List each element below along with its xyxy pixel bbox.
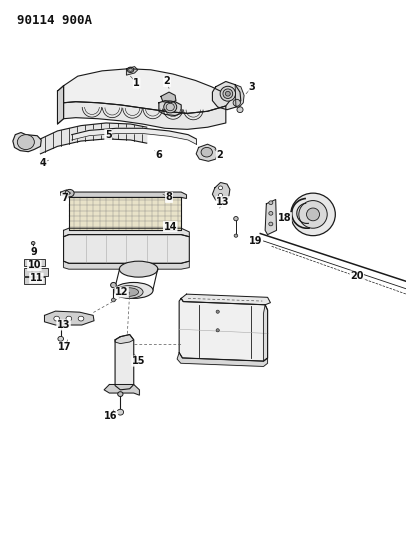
Text: 16: 16 xyxy=(104,411,118,422)
Polygon shape xyxy=(104,384,140,395)
Bar xyxy=(24,277,45,284)
Text: 18: 18 xyxy=(278,213,291,223)
Text: 12: 12 xyxy=(115,287,128,297)
Polygon shape xyxy=(127,67,138,75)
Ellipse shape xyxy=(65,189,74,197)
Polygon shape xyxy=(265,199,276,235)
Ellipse shape xyxy=(269,201,273,205)
Ellipse shape xyxy=(225,91,230,96)
Text: 19: 19 xyxy=(249,236,262,246)
Polygon shape xyxy=(57,86,63,124)
Ellipse shape xyxy=(233,99,241,106)
Text: 9: 9 xyxy=(31,247,38,256)
Text: 90114 900A: 90114 900A xyxy=(17,14,92,27)
Polygon shape xyxy=(181,294,270,305)
Polygon shape xyxy=(177,353,267,367)
Ellipse shape xyxy=(111,282,116,288)
Bar xyxy=(24,259,45,266)
Ellipse shape xyxy=(234,234,238,237)
Polygon shape xyxy=(63,228,189,237)
Ellipse shape xyxy=(119,288,139,296)
Polygon shape xyxy=(40,123,147,154)
Text: 1: 1 xyxy=(133,78,140,88)
Text: 10: 10 xyxy=(28,261,41,270)
Text: 14: 14 xyxy=(164,222,177,232)
Polygon shape xyxy=(161,92,176,103)
Ellipse shape xyxy=(66,316,72,321)
Ellipse shape xyxy=(306,208,319,221)
Ellipse shape xyxy=(291,193,335,236)
Ellipse shape xyxy=(216,310,219,313)
Bar xyxy=(69,197,181,230)
Polygon shape xyxy=(63,102,226,130)
Text: 20: 20 xyxy=(350,271,363,281)
Polygon shape xyxy=(72,128,196,144)
Ellipse shape xyxy=(115,286,143,298)
Polygon shape xyxy=(57,86,63,124)
Polygon shape xyxy=(235,85,244,107)
Ellipse shape xyxy=(117,409,124,415)
Text: 15: 15 xyxy=(132,356,145,366)
Ellipse shape xyxy=(119,261,158,277)
Polygon shape xyxy=(44,311,94,325)
Text: 13: 13 xyxy=(216,197,230,207)
Polygon shape xyxy=(115,335,134,390)
Polygon shape xyxy=(159,101,181,116)
Text: 5: 5 xyxy=(105,130,112,140)
Ellipse shape xyxy=(164,101,177,113)
Text: 2: 2 xyxy=(164,77,171,86)
Polygon shape xyxy=(212,182,230,201)
Polygon shape xyxy=(61,190,70,196)
Polygon shape xyxy=(13,133,41,152)
Bar xyxy=(69,197,181,230)
Polygon shape xyxy=(63,69,230,114)
Ellipse shape xyxy=(220,86,236,101)
Ellipse shape xyxy=(58,322,63,327)
Ellipse shape xyxy=(269,222,273,226)
Ellipse shape xyxy=(58,336,63,341)
Ellipse shape xyxy=(234,216,238,221)
Ellipse shape xyxy=(78,316,84,321)
Ellipse shape xyxy=(223,89,233,99)
Polygon shape xyxy=(263,305,267,361)
Text: 6: 6 xyxy=(155,150,162,160)
Text: 17: 17 xyxy=(58,342,72,352)
Text: 3: 3 xyxy=(249,82,256,92)
Text: 2: 2 xyxy=(217,150,223,160)
Ellipse shape xyxy=(118,392,123,397)
Bar xyxy=(24,268,48,276)
Text: 4: 4 xyxy=(40,158,47,168)
Text: 11: 11 xyxy=(30,273,43,283)
Polygon shape xyxy=(63,261,189,269)
Ellipse shape xyxy=(237,107,243,112)
Polygon shape xyxy=(63,235,189,263)
Ellipse shape xyxy=(219,186,223,190)
Ellipse shape xyxy=(54,316,59,321)
Ellipse shape xyxy=(129,68,132,71)
Polygon shape xyxy=(115,335,134,344)
Ellipse shape xyxy=(114,282,153,298)
Ellipse shape xyxy=(219,193,223,197)
Ellipse shape xyxy=(299,200,327,228)
Polygon shape xyxy=(212,82,241,110)
Ellipse shape xyxy=(201,148,212,157)
Polygon shape xyxy=(196,144,218,161)
Ellipse shape xyxy=(269,212,273,215)
Ellipse shape xyxy=(112,298,116,302)
Polygon shape xyxy=(66,192,186,198)
Text: 7: 7 xyxy=(61,193,68,204)
Text: 13: 13 xyxy=(57,320,70,330)
Ellipse shape xyxy=(18,135,34,150)
Ellipse shape xyxy=(127,67,134,72)
Ellipse shape xyxy=(31,241,35,245)
Ellipse shape xyxy=(216,329,219,332)
Polygon shape xyxy=(179,298,267,361)
Text: 8: 8 xyxy=(166,192,173,203)
